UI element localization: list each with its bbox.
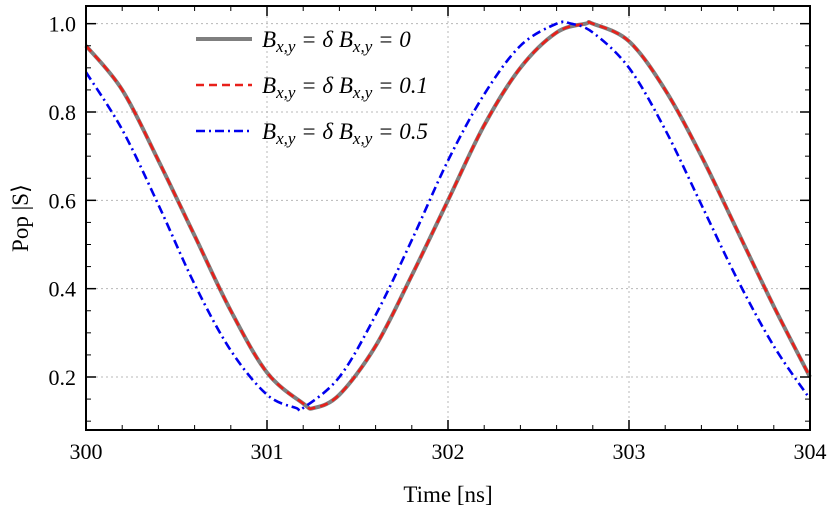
x-tick-label: 303 [613, 439, 646, 464]
series-line-1 [84, 20, 812, 411]
legend: Bx,y = δ Bx,y = 0 Bx,y = δ Bx,y = 0.1 Bx,y… [196, 27, 428, 148]
legend-label-2: Bx,y = δ Bx,y = 0.5 [262, 119, 428, 148]
series-line-2 [84, 20, 812, 413]
y-tick-label: 0.6 [49, 188, 77, 213]
x-tick-label: 301 [251, 439, 284, 464]
grid [85, 6, 811, 430]
y-tick-label: 0.4 [49, 277, 77, 302]
legend-label-1: Bx,y = δ Bx,y = 0.1 [262, 73, 428, 102]
series-layer [84, 20, 812, 413]
x-axis-label: Time [ns] [403, 482, 492, 507]
y-tick-label: 1.0 [49, 12, 77, 37]
x-tick-label: 304 [794, 439, 827, 464]
y-tick-label: 0.8 [49, 100, 77, 125]
x-tick-label: 302 [432, 439, 465, 464]
series-line-0 [84, 20, 812, 411]
x-tick-label: 300 [70, 439, 103, 464]
y-tick-label: 0.2 [49, 365, 77, 390]
y-axis-label: Pop |S⟩ [8, 184, 33, 252]
ticks: 300 301 302 303 304 0.2 0.4 0.6 0.8 1.0 [49, 6, 827, 464]
legend-label-0: Bx,y = δ Bx,y = 0 [262, 27, 411, 56]
